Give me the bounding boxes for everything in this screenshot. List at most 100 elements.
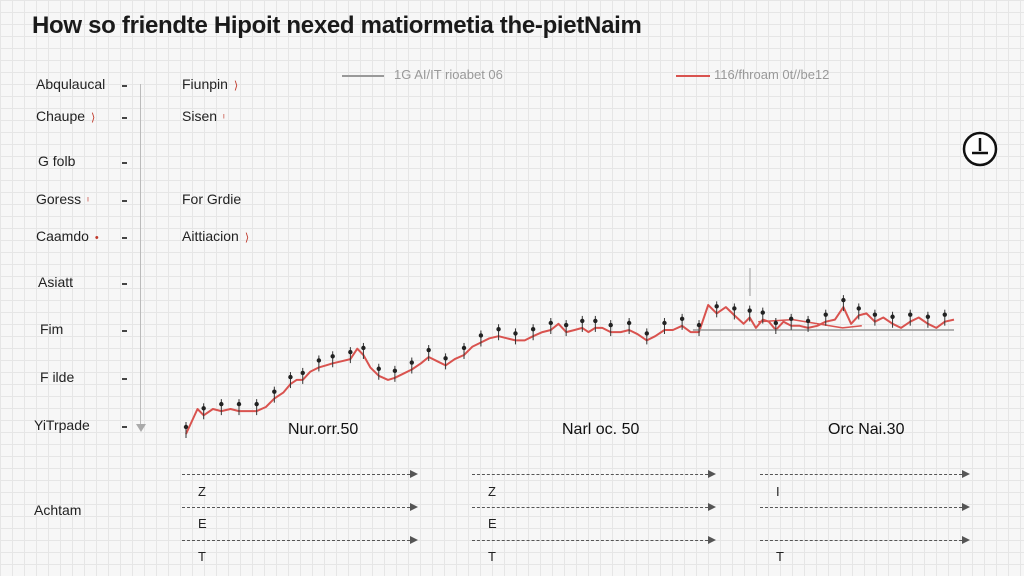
left-tick-dash <box>122 378 127 380</box>
data-point <box>714 301 719 318</box>
row-letter: I <box>776 484 780 499</box>
legend-swatch-2 <box>676 75 710 77</box>
data-point <box>747 305 752 322</box>
red-marker-icon: • <box>94 232 99 244</box>
left-label-text: Fim <box>40 321 64 337</box>
left-label-text: Goress <box>36 191 82 207</box>
data-point <box>872 309 878 326</box>
left-label-5: Caamdo • <box>36 228 99 244</box>
middle-label-text: For Grdie <box>182 191 242 207</box>
data-point <box>392 365 398 382</box>
axis-arrow-icon <box>136 424 146 432</box>
arrow-right-icon <box>410 470 418 478</box>
data-point <box>890 311 895 328</box>
row-letter: T <box>198 549 206 564</box>
left-label-2: Chaupe ⟩ <box>36 108 95 124</box>
annotation-3: Orc Nai.30 <box>828 421 905 438</box>
data-point <box>201 403 206 420</box>
left-label-7: Fim <box>40 321 63 337</box>
left-label-text: G folb <box>38 153 76 169</box>
row-letter: T <box>776 549 784 564</box>
bottom-label: Achtam <box>34 502 82 518</box>
data-point <box>856 303 861 320</box>
data-point <box>183 422 189 438</box>
data-point <box>300 367 305 384</box>
left-label-8: F ilde <box>40 369 74 385</box>
clock-icon[interactable] <box>962 131 998 167</box>
left-label-9: YiTrpade <box>34 417 90 433</box>
data-point <box>478 330 484 347</box>
data-point <box>272 386 277 403</box>
data-point <box>679 313 685 330</box>
left-tick-dash <box>122 237 127 239</box>
arrow-right-icon <box>962 536 970 544</box>
data-point <box>513 328 518 345</box>
red-marker-icon: ᶦ <box>87 195 89 207</box>
red-marker-icon: ⟩ <box>244 232 250 244</box>
data-point <box>316 355 322 372</box>
data-point <box>219 399 224 416</box>
data-point <box>925 311 931 328</box>
middle-label-2: Sisen ᶦ <box>182 108 225 124</box>
row-letter: E <box>198 516 207 531</box>
middle-label-4: Aittiacion ⟩ <box>182 228 249 244</box>
data-point <box>548 318 553 334</box>
left-label-text: YiTrpade <box>34 417 90 433</box>
middle-label-1: Fiunpin ⟩ <box>182 76 238 92</box>
legend-label-2: 116/fhroam 0t//be12 <box>714 67 830 82</box>
left-tick-dash <box>122 117 127 119</box>
data-point <box>461 342 467 359</box>
data-point <box>823 309 828 326</box>
data-point <box>361 342 366 359</box>
dashed-arrow-line <box>472 507 708 508</box>
series-line-1 <box>185 304 955 435</box>
data-point <box>593 315 598 332</box>
data-point <box>732 303 737 320</box>
left-tick-dash <box>122 200 127 202</box>
arrow-right-icon <box>708 536 716 544</box>
data-point <box>644 328 649 345</box>
red-marker-icon: ⟩ <box>91 112 96 124</box>
data-point <box>773 318 779 334</box>
arrow-right-icon <box>410 536 418 544</box>
legend-swatch-1 <box>342 75 384 77</box>
left-label-text: Abqulaucal <box>36 76 106 92</box>
dashed-arrow-line <box>472 474 708 475</box>
left-label-4: Goress ᶦ <box>36 191 89 207</box>
chart-title: How so friendte Hipoit nexed matiormetia… <box>32 12 642 39</box>
row-letter: Z <box>198 484 206 499</box>
data-point <box>841 295 846 312</box>
data-point <box>330 351 335 368</box>
data-point <box>254 399 259 416</box>
arrow-right-icon <box>708 470 716 478</box>
data-point <box>288 372 293 389</box>
row-letter: T <box>488 549 496 564</box>
vertical-axis-line <box>140 84 141 424</box>
data-point <box>409 357 414 374</box>
left-tick-dash <box>122 426 127 428</box>
dashed-arrow-line <box>182 507 410 508</box>
dashed-arrow-line <box>182 540 410 541</box>
left-tick-dash <box>122 283 127 285</box>
data-point <box>760 307 765 324</box>
data-point <box>908 309 913 326</box>
left-label-3: G folb <box>38 153 75 169</box>
middle-label-text: Fiunpin <box>182 76 228 92</box>
row-letter: Z <box>488 484 496 499</box>
annotation-2: Narl oc. 50 <box>562 421 640 438</box>
data-point <box>443 353 448 370</box>
data-point <box>426 345 431 362</box>
data-point <box>236 399 242 416</box>
data-point <box>626 318 632 334</box>
left-label-text: Asiatt <box>38 274 74 290</box>
legend-label-1: 1G AI/IT rioabet 06 <box>394 67 503 82</box>
annotation-1: Nur.orr.50 <box>288 421 359 438</box>
dashed-arrow-line <box>760 507 962 508</box>
left-label-6: Asiatt <box>38 274 73 290</box>
left-tick-dash <box>122 330 127 332</box>
left-label-1: Abqulaucal <box>36 76 105 92</box>
red-marker-icon: ᶦ <box>223 112 225 124</box>
data-point <box>788 313 794 330</box>
middle-label-text: Sisen <box>182 108 218 124</box>
arrow-right-icon <box>962 470 970 478</box>
